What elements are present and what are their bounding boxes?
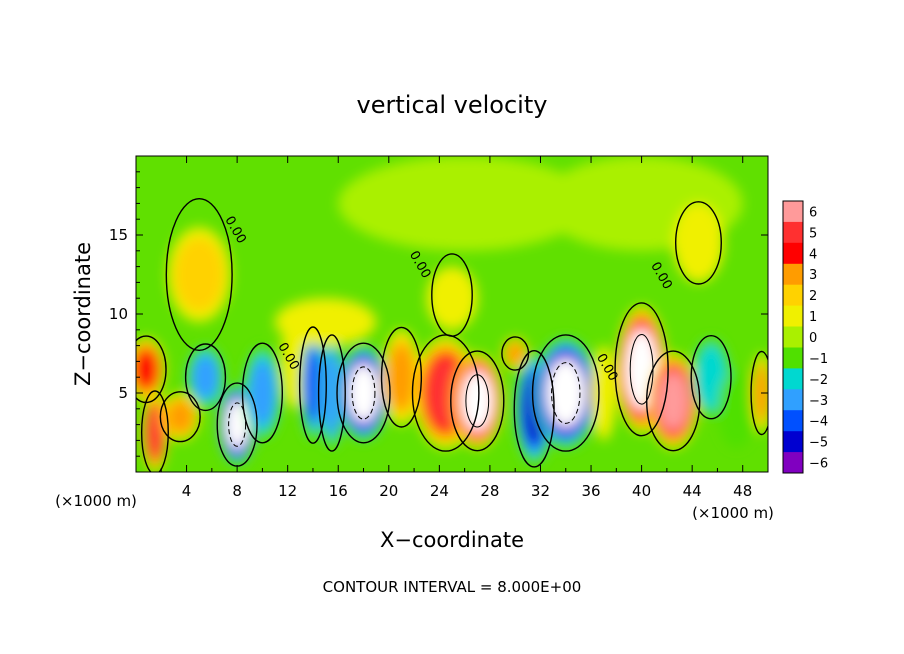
x-tick-label-8: 36 (581, 482, 600, 500)
colorbar-label-5: 1 (809, 310, 817, 325)
colorbar-cell-4 (783, 284, 803, 307)
contour-zero-3 (184, 343, 227, 412)
x-tick-label-6: 28 (480, 482, 499, 500)
field-blob-8-3 (323, 356, 341, 430)
colorbar-cell-1 (783, 221, 803, 244)
x-tick-label-1: 8 (232, 482, 242, 500)
colorbar-label-1: 5 (809, 226, 817, 241)
chart-title: vertical velocity (357, 91, 548, 119)
plot-area: 0.000.000.000.000.00 (136, 156, 768, 472)
contour-zero-2 (159, 391, 201, 443)
contour-interval-note: CONTOUR INTERVAL = 8.000E+00 (323, 578, 582, 596)
field-blob-2-2 (166, 400, 194, 434)
contour-zero-12 (450, 350, 505, 452)
contour-zero-8 (317, 334, 346, 452)
field-blob-19-2 (697, 349, 725, 405)
colorbar-cell-8 (783, 368, 803, 390)
x-unit-left: (×1000 m) (55, 492, 137, 510)
x-tick-label-0: 4 (182, 482, 192, 500)
field-blob-5-2 (249, 359, 276, 427)
field-blob-3-2 (192, 355, 219, 400)
field-blob-25-0 (673, 203, 724, 283)
y-tick-label-2: 15 (109, 226, 128, 244)
colorbar-label-11: −5 (809, 436, 828, 451)
field-blob-10-2 (388, 344, 415, 411)
contour-zero-19 (690, 335, 732, 420)
contour-zero-15 (531, 334, 600, 452)
colorbar-cell-3 (783, 263, 803, 286)
x-tick-label-10: 44 (683, 482, 702, 500)
contour-zero-17 (614, 302, 669, 437)
colorbar-cell-5 (783, 305, 803, 327)
x-tick-label-7: 32 (531, 482, 550, 500)
field-blob-12-6 (461, 371, 493, 430)
field-blob-27-0 (275, 298, 377, 346)
colorbar-cell-10 (783, 410, 803, 432)
contour-zero-5 (241, 342, 283, 444)
colorbar-cell-6 (783, 326, 803, 348)
contour-zero-9 (336, 342, 391, 444)
contour-zero-18 (646, 350, 701, 452)
contour-zero-7 (298, 326, 327, 444)
y-tick-label-1: 10 (109, 305, 128, 323)
field-blob-22-1 (174, 237, 224, 312)
x-tick-label-3: 16 (329, 482, 348, 500)
colorbar-label-12: −6 (809, 457, 828, 472)
colorbar-label-9: −3 (809, 394, 828, 409)
contour-zero-10 (380, 326, 423, 428)
colorbar-frame (782, 200, 804, 474)
field-blob-9-6 (348, 363, 380, 423)
x-tick-label-11: 48 (733, 482, 752, 500)
x-tick-label-2: 12 (278, 482, 297, 500)
y-axis: 5 10 15 (109, 171, 768, 457)
colorbar-cell-11 (783, 431, 803, 453)
y-tick-label-0: 5 (118, 384, 128, 402)
colorbar-cell-12 (783, 452, 803, 474)
contour-high-15 (551, 362, 581, 424)
x-unit-right: (×1000 m) (692, 504, 774, 522)
x-axis-label: X−coordinate (380, 528, 524, 552)
field-blob-0-4 (146, 407, 164, 458)
contour-high-9 (351, 366, 376, 420)
colorbar-label-10: −4 (809, 415, 828, 430)
field-blob-15-6 (546, 359, 586, 427)
contour-high-4 (228, 402, 247, 447)
colorbar-cell-9 (783, 389, 803, 411)
colorbar-label-3: 3 (809, 268, 817, 283)
contour-upper-0 (165, 197, 233, 352)
field-blob-18-5 (657, 371, 689, 431)
field-blob-4-6 (225, 400, 249, 449)
contour-upper-2 (674, 201, 722, 285)
colorbar-label-7: −1 (809, 352, 828, 367)
colorbar-label-0: 6 (809, 206, 817, 221)
x-axis: 4 8 12 16 20 24 28 32 36 40 44 48 (160, 156, 752, 500)
contour-high-12 (465, 374, 490, 428)
colorbar-label-8: −2 (809, 373, 828, 388)
contour-zero-0 (140, 390, 169, 472)
field-blob-1-3 (136, 348, 159, 391)
field-blob-23-0 (338, 156, 592, 251)
y-axis-label: Z−coordinate (71, 242, 95, 386)
colorbar-label-4: 2 (809, 289, 817, 304)
x-tick-label-5: 24 (430, 482, 449, 500)
field-blob-26-0 (426, 266, 478, 330)
contour-upper-1 (431, 253, 473, 337)
colorbar-label-2: 4 (809, 247, 817, 262)
field-blob-16-0 (591, 345, 617, 441)
colorbar-cell-7 (783, 347, 803, 369)
colorbar-cell-0 (783, 201, 803, 223)
contour-zero-21 (750, 350, 768, 436)
field-blob-13-2 (506, 342, 524, 365)
contour-zero-1 (136, 335, 167, 404)
field-blob-20-0 (717, 369, 756, 449)
field-blob-7-3 (304, 348, 322, 422)
x-tick-label-4: 20 (379, 482, 398, 500)
colorbar-cell-2 (783, 242, 803, 265)
colorbar: 6 5 4 3 2 1 0 −1 −2 −3 −4 −5 −6 (782, 200, 828, 474)
x-tick-label-9: 40 (632, 482, 651, 500)
colorbar-label-6: 0 (809, 331, 817, 346)
contour-layer (136, 197, 768, 472)
